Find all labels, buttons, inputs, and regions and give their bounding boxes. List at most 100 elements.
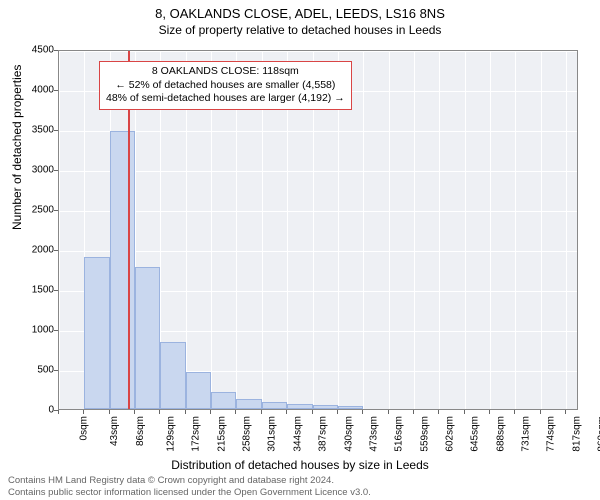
y-tick-mark <box>54 370 58 371</box>
x-tick-mark <box>312 410 313 414</box>
gridline-v <box>465 51 466 409</box>
gridline-h <box>59 171 577 172</box>
x-tick-mark <box>388 410 389 414</box>
gridline-v <box>389 51 390 409</box>
x-tick-label: 516sqm <box>394 416 405 452</box>
x-tick-mark <box>464 410 465 414</box>
x-tick-label: 688sqm <box>495 416 506 452</box>
x-tick-label: 344sqm <box>292 416 303 452</box>
y-tick-label: 3000 <box>14 165 54 176</box>
chart-title-main: 8, OAKLANDS CLOSE, ADEL, LEEDS, LS16 8NS <box>0 0 600 21</box>
x-tick-mark <box>159 410 160 414</box>
histogram-bar <box>211 392 236 409</box>
x-tick-label: 215sqm <box>216 416 227 452</box>
x-tick-mark <box>109 410 110 414</box>
x-tick-mark <box>235 410 236 414</box>
x-tick-label: 0sqm <box>78 416 89 440</box>
gridline-v <box>541 51 542 409</box>
x-tick-mark <box>565 410 566 414</box>
x-tick-label: 86sqm <box>135 416 146 446</box>
gridline-h <box>59 51 577 52</box>
gridline-v <box>515 51 516 409</box>
footer-attribution: Contains HM Land Registry data © Crown c… <box>8 475 371 498</box>
gridline-h <box>59 411 577 412</box>
x-tick-label: 860sqm <box>597 416 600 452</box>
histogram-bar <box>262 402 287 409</box>
gridline-h <box>59 251 577 252</box>
annotation-box: 8 OAKLANDS CLOSE: 118sqm ← 52% of detach… <box>99 61 352 110</box>
y-tick-mark <box>54 90 58 91</box>
histogram-bar <box>160 342 185 409</box>
y-tick-label: 2500 <box>14 205 54 216</box>
y-tick-label: 4000 <box>14 85 54 96</box>
x-tick-label: 645sqm <box>470 416 481 452</box>
y-tick-label: 0 <box>14 405 54 416</box>
chart-title-sub: Size of property relative to detached ho… <box>0 21 600 37</box>
x-tick-mark <box>413 410 414 414</box>
x-tick-label: 129sqm <box>166 416 177 452</box>
y-tick-mark <box>54 50 58 51</box>
histogram-bar <box>236 399 261 409</box>
gridline-v <box>490 51 491 409</box>
y-tick-label: 2000 <box>14 245 54 256</box>
footer-line1: Contains HM Land Registry data © Crown c… <box>8 475 371 486</box>
y-tick-label: 3500 <box>14 125 54 136</box>
y-tick-label: 500 <box>14 365 54 376</box>
gridline-v <box>566 51 567 409</box>
x-tick-mark <box>337 410 338 414</box>
x-tick-mark <box>134 410 135 414</box>
histogram-bar <box>84 257 109 409</box>
x-tick-mark <box>540 410 541 414</box>
y-tick-mark <box>54 330 58 331</box>
histogram-bar <box>135 267 160 409</box>
histogram-bar <box>338 406 363 409</box>
gridline-v <box>414 51 415 409</box>
y-tick-mark <box>54 210 58 211</box>
x-tick-label: 258sqm <box>242 416 253 452</box>
x-tick-mark <box>261 410 262 414</box>
histogram-bar <box>313 405 338 409</box>
x-tick-mark <box>489 410 490 414</box>
x-tick-label: 559sqm <box>419 416 430 452</box>
x-tick-mark <box>514 410 515 414</box>
gridline-v <box>363 51 364 409</box>
x-tick-label: 430sqm <box>343 416 354 452</box>
gridline-h <box>59 211 577 212</box>
plot-area: 8 OAKLANDS CLOSE: 118sqm ← 52% of detach… <box>58 50 578 410</box>
x-tick-label: 43sqm <box>109 416 120 446</box>
gridline-v <box>439 51 440 409</box>
x-axis-label: Distribution of detached houses by size … <box>0 458 600 472</box>
x-tick-label: 473sqm <box>368 416 379 452</box>
histogram-bar <box>110 131 135 409</box>
x-tick-mark <box>83 410 84 414</box>
x-tick-mark <box>210 410 211 414</box>
y-tick-mark <box>54 290 58 291</box>
annotation-line3: 48% of semi-detached houses are larger (… <box>106 92 345 106</box>
x-tick-mark <box>362 410 363 414</box>
x-tick-label: 817sqm <box>571 416 582 452</box>
annotation-line1: 8 OAKLANDS CLOSE: 118sqm <box>106 65 345 79</box>
chart-container: 8, OAKLANDS CLOSE, ADEL, LEEDS, LS16 8NS… <box>0 0 600 500</box>
histogram-bar <box>186 372 211 409</box>
gridline-h <box>59 131 577 132</box>
x-tick-label: 387sqm <box>318 416 329 452</box>
x-tick-label: 301sqm <box>267 416 278 452</box>
y-tick-mark <box>54 130 58 131</box>
histogram-bar <box>287 404 312 409</box>
x-tick-mark <box>438 410 439 414</box>
annotation-line2: ← 52% of detached houses are smaller (4,… <box>106 79 345 93</box>
y-tick-label: 1500 <box>14 285 54 296</box>
x-tick-label: 172sqm <box>191 416 202 452</box>
y-tick-mark <box>54 170 58 171</box>
x-tick-mark <box>58 410 59 414</box>
x-tick-label: 602sqm <box>444 416 455 452</box>
y-tick-label: 4500 <box>14 45 54 56</box>
gridline-v <box>59 51 60 409</box>
y-tick-label: 1000 <box>14 325 54 336</box>
x-tick-mark <box>185 410 186 414</box>
x-tick-mark <box>286 410 287 414</box>
y-tick-mark <box>54 250 58 251</box>
x-tick-label: 731sqm <box>521 416 532 452</box>
x-tick-label: 774sqm <box>546 416 557 452</box>
footer-line2: Contains public sector information licen… <box>8 487 371 498</box>
